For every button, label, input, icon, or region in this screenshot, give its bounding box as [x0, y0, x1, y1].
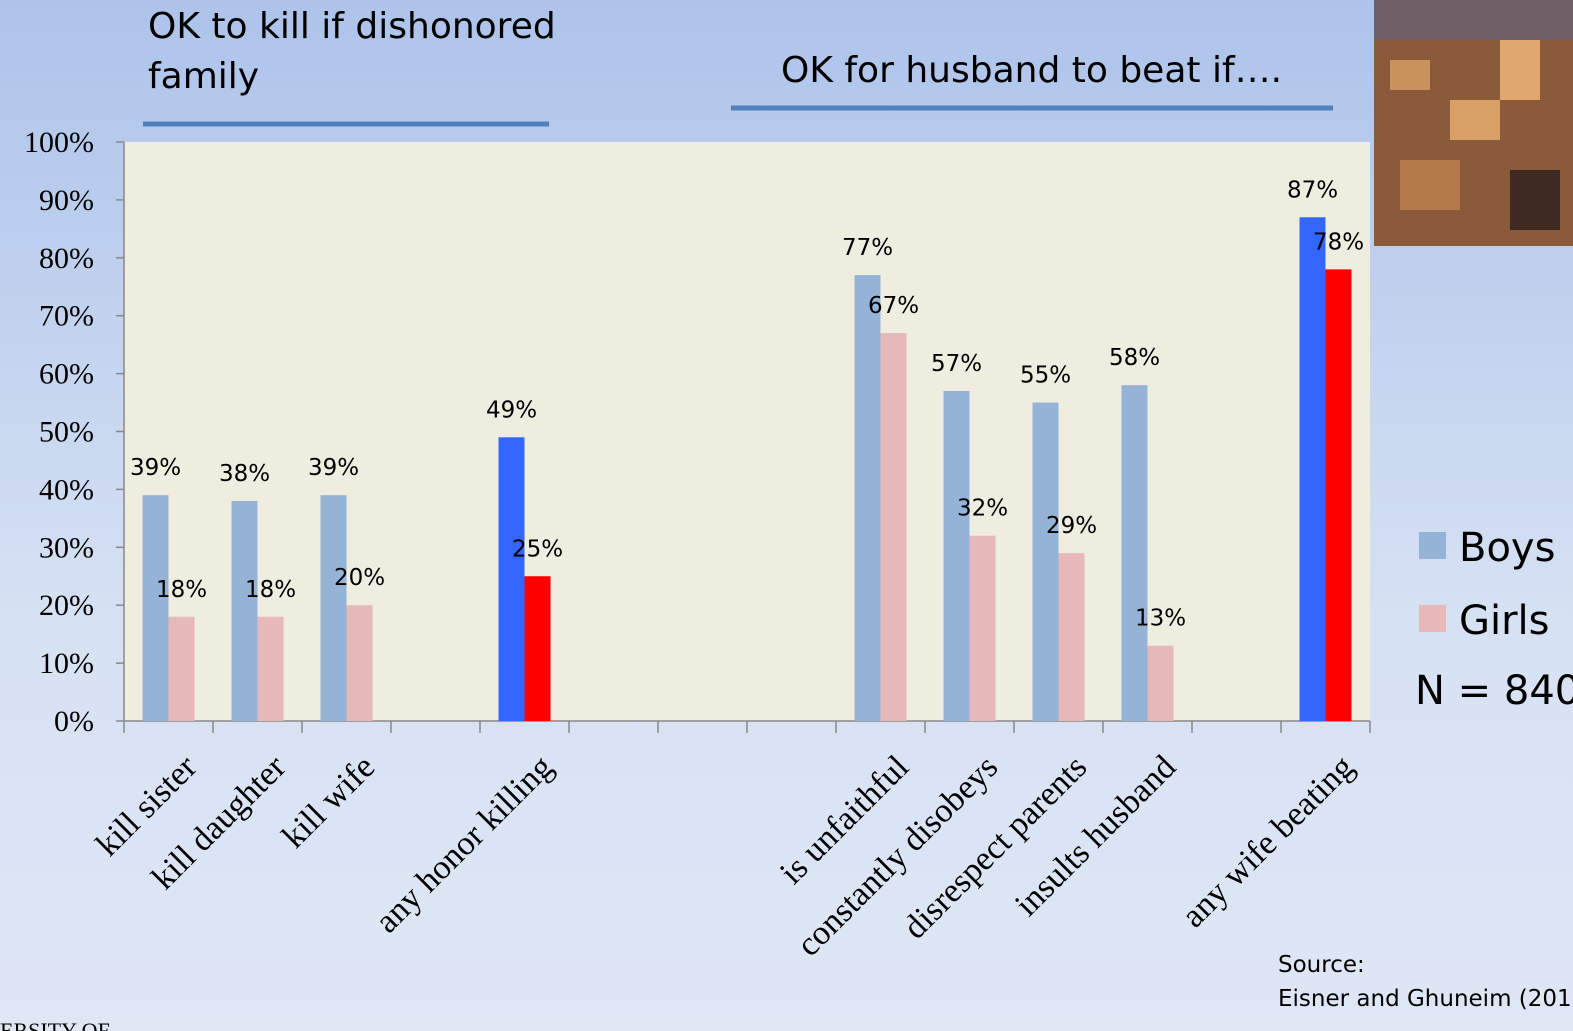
photo: [1374, 0, 1573, 246]
x-tick-label: insults husband: [1008, 748, 1183, 923]
bar: [1300, 217, 1326, 721]
bar: [1059, 553, 1085, 721]
source-text: Eisner and Ghuneim (201: [1278, 986, 1572, 1012]
bar: [970, 536, 996, 721]
group-title: OK for husband to beat if….: [781, 48, 1282, 94]
y-tick-label: 40%: [39, 473, 94, 506]
value-label: 57%: [931, 351, 982, 377]
value-label: 18%: [245, 577, 296, 603]
value-label: 25%: [512, 536, 563, 562]
plot-area: [124, 142, 1370, 721]
value-label: 29%: [1046, 513, 1097, 539]
y-tick-label: 10%: [39, 647, 94, 680]
y-tick-label: 30%: [39, 531, 94, 564]
value-label: 39%: [130, 455, 181, 481]
x-tick-label: any wife beating: [1175, 748, 1361, 934]
bar: [321, 495, 347, 721]
footer: ERSITY OF: [0, 1018, 110, 1031]
bar: [1122, 385, 1148, 721]
value-label: 32%: [957, 496, 1008, 522]
legend-label: Boys: [1459, 525, 1555, 571]
value-label: 39%: [308, 455, 359, 481]
source-label: Source:: [1278, 952, 1365, 978]
value-label: 77%: [842, 235, 893, 261]
y-tick-label: 100%: [24, 126, 94, 159]
bar: [169, 617, 195, 721]
bar: [1148, 646, 1174, 721]
value-label: 67%: [868, 293, 919, 319]
bar: [258, 617, 284, 721]
value-label: 87%: [1287, 177, 1338, 203]
bar: [855, 275, 881, 721]
y-tick-label: 70%: [39, 300, 94, 333]
legend-swatch: [1419, 532, 1446, 559]
slide: 0%10%20%30%40%50%60%70%80%90%100%kill si…: [0, 0, 1573, 1031]
bar: [143, 495, 169, 721]
y-tick-label: 80%: [39, 242, 94, 275]
sample-note: N = 840: [1415, 668, 1573, 714]
legend-swatch: [1419, 605, 1446, 632]
value-label: 13%: [1135, 606, 1186, 632]
bar: [944, 391, 970, 721]
bar: [1326, 269, 1352, 721]
group-title: OK to kill if dishonored family: [148, 2, 568, 102]
value-label: 78%: [1313, 229, 1364, 255]
chart: 0%10%20%30%40%50%60%70%80%90%100%kill si…: [0, 0, 1573, 1031]
value-label: 18%: [156, 577, 207, 603]
value-label: 20%: [334, 565, 385, 591]
x-tick-label: any honor killing: [368, 748, 560, 940]
bar: [499, 437, 525, 721]
legend-label: Girls: [1459, 598, 1550, 644]
bar: [1033, 403, 1059, 721]
value-label: 58%: [1109, 345, 1160, 371]
y-tick-label: 90%: [39, 184, 94, 217]
bar: [347, 605, 373, 721]
value-label: 55%: [1020, 363, 1071, 389]
value-label: 38%: [219, 461, 270, 487]
bar: [232, 501, 258, 721]
bar: [525, 576, 551, 721]
x-tick-label: kill wife: [275, 748, 382, 855]
bar: [881, 333, 907, 721]
y-tick-label: 20%: [39, 589, 94, 622]
y-tick-label: 50%: [39, 416, 94, 449]
y-tick-label: 60%: [39, 358, 94, 391]
value-label: 49%: [486, 397, 537, 423]
y-tick-label: 0%: [54, 705, 94, 738]
